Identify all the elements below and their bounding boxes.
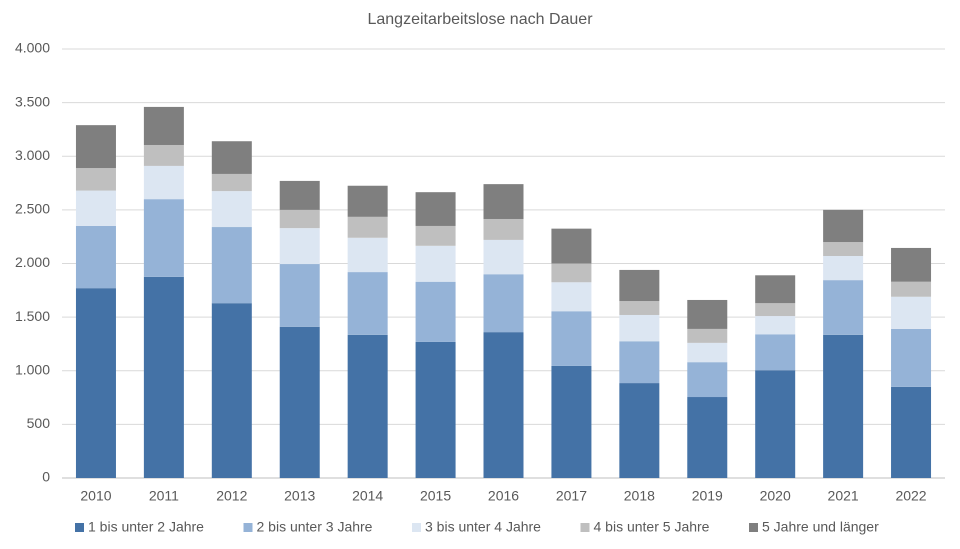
bar-segment: [143, 106, 184, 145]
bar-segment: [143, 144, 184, 166]
bar-segment: [687, 328, 728, 343]
bar-segment: [755, 303, 796, 317]
bar-segment: [823, 280, 864, 335]
bar-segment: [687, 362, 728, 398]
x-tick-label: 2012: [216, 488, 247, 504]
bar-segment: [891, 281, 932, 297]
bar-segment: [823, 255, 864, 281]
bar-segment: [415, 281, 456, 342]
x-tick-label: 2013: [284, 488, 315, 504]
bar-segment: [279, 326, 320, 478]
bar-segment: [823, 209, 864, 243]
bar-segment: [211, 303, 252, 478]
legend-swatch: [243, 523, 253, 532]
bar-segment: [143, 276, 184, 478]
bar-segment: [483, 184, 524, 219]
bar-segment: [483, 218, 524, 240]
bar-segment: [415, 225, 456, 246]
bar-segment: [143, 199, 184, 277]
x-tick-label: 2019: [692, 488, 723, 504]
bar-segment: [891, 247, 932, 282]
bar-segment: [551, 365, 592, 478]
bar-segment: [823, 242, 864, 256]
bar-segment: [279, 228, 320, 265]
bar-segment: [483, 239, 524, 275]
bar-segment: [347, 185, 388, 217]
bar-segment: [75, 190, 116, 226]
bar-segment: [687, 397, 728, 478]
y-tick-label: 500: [27, 415, 51, 431]
bar-segment: [551, 228, 592, 264]
y-tick-label: 0: [42, 469, 50, 485]
bar-segment: [483, 332, 524, 478]
x-tick-label: 2018: [624, 488, 655, 504]
x-tick-label: 2014: [352, 488, 383, 504]
bar-segment: [75, 168, 116, 191]
y-tick-label: 2.500: [15, 201, 50, 217]
bar-segment: [279, 180, 320, 210]
bar-segment: [755, 370, 796, 478]
bar-segment: [891, 296, 932, 329]
chart-title: Langzeitarbeitslose nach Dauer: [367, 11, 593, 28]
bar-segment: [619, 383, 660, 478]
legend-swatch: [749, 523, 758, 532]
bar-segment: [891, 386, 932, 478]
x-tick-label: 2022: [895, 488, 926, 504]
bar-segment: [211, 173, 252, 192]
legend-label: 4 bis unter 5 Jahre: [594, 519, 710, 535]
bar-segment: [823, 334, 864, 478]
legend-label: 3 bis unter 4 Jahre: [425, 519, 541, 535]
bar-segment: [551, 263, 592, 283]
bar-segment: [687, 299, 728, 329]
legend-swatch: [412, 523, 421, 532]
bar-segment: [211, 141, 252, 174]
bar-segment: [415, 245, 456, 282]
bar-segment: [211, 191, 252, 228]
legend-label: 2 bis unter 3 Jahre: [257, 519, 373, 535]
legend-swatch: [75, 523, 84, 532]
y-tick-label: 3.500: [15, 93, 50, 109]
x-tick-label: 2015: [420, 488, 451, 504]
bar-segment: [755, 316, 796, 335]
bar-segment: [551, 282, 592, 312]
y-tick-label: 1.500: [15, 308, 50, 324]
bar-segment: [347, 272, 388, 335]
bar-segment: [619, 314, 660, 342]
bar-segment: [619, 301, 660, 315]
bar-segment: [619, 269, 660, 302]
x-tick-label: 2017: [556, 488, 587, 504]
legend-swatch: [580, 523, 590, 532]
bar-segment: [415, 192, 456, 226]
bar-segment: [619, 341, 660, 384]
y-tick-label: 4.000: [15, 40, 50, 56]
bar-segment: [347, 216, 388, 238]
bar-segment: [347, 237, 388, 273]
bar-segment: [687, 342, 728, 363]
bar-segment: [415, 341, 456, 478]
bar-segment: [551, 311, 592, 366]
x-tick-label: 2016: [488, 488, 519, 504]
bar-segment: [75, 125, 116, 169]
y-tick-label: 1.000: [15, 361, 50, 377]
bar-segment: [75, 288, 116, 478]
bar-segment: [755, 334, 796, 371]
bar-segment: [755, 275, 796, 304]
bar-segment: [891, 328, 932, 387]
bar-segment: [143, 165, 184, 200]
x-tick-label: 2011: [149, 488, 179, 504]
bar-segment: [279, 209, 320, 229]
y-tick-label: 2.000: [15, 254, 50, 270]
bar-segment: [279, 264, 320, 327]
x-tick-label: 2021: [828, 488, 859, 504]
bar-segment: [483, 274, 524, 333]
legend-label: 5 Jahre und länger: [762, 519, 879, 535]
bar-segment: [211, 227, 252, 304]
y-tick-label: 3.000: [15, 147, 50, 163]
bar-segment: [347, 334, 388, 478]
x-tick-label: 2020: [760, 488, 791, 504]
x-tick-label: 2010: [80, 488, 111, 504]
legend-label: 1 bis unter 2 Jahre: [88, 519, 204, 535]
bar-segment: [75, 225, 116, 289]
